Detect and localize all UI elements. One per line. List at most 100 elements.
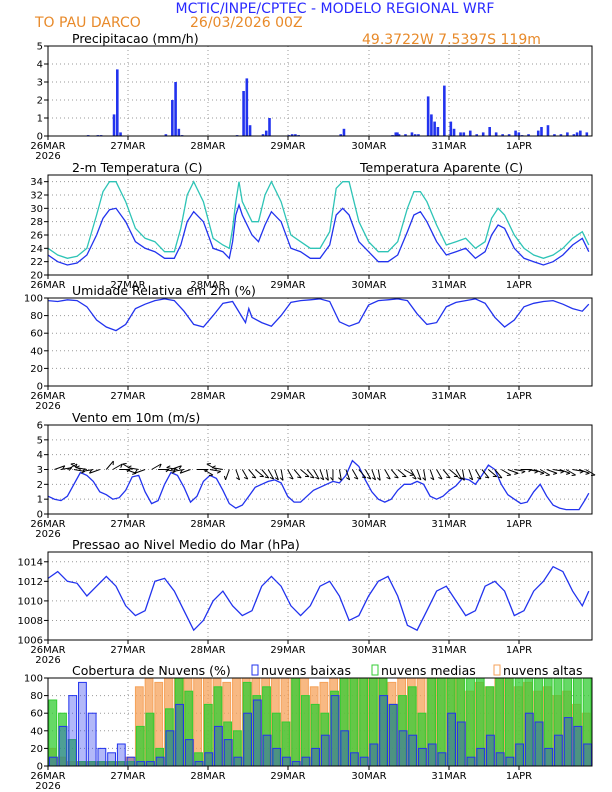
y-tick-label: 0 [37, 510, 43, 521]
wind-arrow [287, 469, 294, 480]
x-tick-label: 27MAR [110, 141, 145, 152]
wind-arrow [527, 469, 539, 472]
wind-arrow [173, 469, 185, 472]
y-tick-label: 0 [37, 762, 43, 773]
cloud-bar-0 [340, 730, 350, 767]
wind-arrow-head [446, 476, 451, 479]
cloud-bar-1 [48, 699, 58, 767]
y-tick-label: 3 [37, 465, 43, 476]
wind-arrow-head [320, 477, 325, 481]
wind-arrow [313, 469, 320, 480]
wind-arrow-head [330, 476, 334, 481]
cloud-bar-0 [107, 752, 116, 767]
wind-arrow [134, 469, 146, 474]
wind-arrow-head [289, 476, 294, 480]
cloud-bar-0 [252, 699, 262, 767]
precip-bar [488, 127, 491, 136]
x-tick-label: 30MAR [351, 771, 386, 782]
wind-arrow [125, 469, 137, 474]
x-tick-label: 29MAR [270, 391, 305, 402]
y-tick-label: 20 [30, 271, 43, 282]
x-tick-label: 26MAR [30, 141, 65, 152]
wind-arrow-head [310, 476, 315, 479]
wind-arrow-head [376, 477, 381, 481]
wind-arrow-head [315, 476, 320, 480]
wind-arrow-head [484, 476, 490, 479]
x-tick-label: 30MAR [351, 391, 386, 402]
y-tick-label: 6 [37, 421, 43, 432]
station-coords: 49.3722W 7.5397S 119m [362, 32, 541, 48]
precip-bar [566, 132, 569, 136]
precip-bar [396, 132, 399, 136]
wind-arrow [267, 469, 275, 480]
wind-arrow [225, 469, 230, 481]
wind-arrow-head [438, 476, 443, 480]
series-line-temp-1 [47, 180, 590, 259]
y-tick-label: 1008 [18, 616, 43, 627]
y-tick-label: 20 [30, 364, 43, 375]
x-tick-label-year: 2026 [35, 781, 60, 792]
wind-arrow [241, 469, 249, 480]
precip-bar [579, 130, 582, 136]
y-tick-label: 26 [30, 231, 43, 242]
wind-arrow [442, 469, 451, 479]
precip-bar [468, 130, 472, 136]
wind-arrow-head [171, 470, 176, 474]
wind-arrow [351, 469, 359, 480]
wind-arrow [179, 469, 191, 474]
wind-arrow-head [68, 467, 73, 471]
cloud-bar-0 [379, 695, 388, 767]
wind-arrow [89, 469, 100, 474]
x-tick-label: 1APR [506, 771, 532, 782]
cloud-bar-0 [291, 761, 301, 767]
x-tick-label: 27MAR [110, 391, 145, 402]
cloud-bar-0 [563, 717, 573, 767]
precip-bar [494, 132, 498, 136]
panel-frame-temp [47, 174, 593, 276]
precip-bar [527, 134, 530, 136]
y-tick-label: 2 [37, 96, 43, 107]
precip-bar [433, 121, 436, 136]
precip-bar [112, 114, 116, 136]
wind-arrow [546, 469, 558, 474]
wind-arrow-head [422, 477, 426, 481]
precip-bar [339, 134, 343, 136]
precip-bar [449, 121, 453, 136]
precip-bar [242, 91, 245, 136]
wind-arrow [423, 469, 427, 481]
wind-arrow [151, 463, 162, 470]
legend-label-1: nuvens medias [381, 663, 476, 678]
wind-arrow-head [346, 477, 350, 481]
wind-arrow [235, 469, 241, 481]
cloud-bar-0 [505, 756, 515, 767]
cloud-bar-0 [78, 681, 87, 767]
wind-arrow-head [62, 465, 66, 470]
y-tick-label: 0 [37, 382, 43, 393]
wind-arrow [127, 467, 139, 470]
cloud-bar-0 [359, 756, 369, 767]
cloud-bar-0 [418, 747, 427, 767]
x-tick-label: 29MAR [270, 645, 305, 656]
wind-arrow [345, 469, 351, 481]
panel-title-precip: Precipitacao (mm/h) [72, 31, 199, 46]
legend-label-2: nuvens altas [503, 663, 583, 678]
y-tick-label: 40 [30, 346, 43, 357]
wind-arrow [254, 469, 264, 477]
wind-arrow [416, 469, 422, 481]
cloud-bar-0 [398, 730, 408, 767]
wind-arrow-head [134, 469, 138, 474]
wind-arrow-head [82, 468, 86, 472]
cloud-bar-0 [97, 747, 107, 767]
wind-arrow [122, 463, 133, 470]
x-tick-label: 31MAR [431, 771, 466, 782]
panel-frame-pressure [47, 551, 593, 641]
y-tick-label: 20 [30, 744, 43, 755]
precip-bar [546, 125, 550, 136]
precip-bar [294, 134, 297, 136]
panel-title-wind: Vento em 10m (m/s) [72, 410, 200, 425]
y-tick-label: 1010 [18, 596, 43, 607]
cloud-bar-0 [48, 756, 58, 767]
wind-arrow [455, 469, 462, 480]
